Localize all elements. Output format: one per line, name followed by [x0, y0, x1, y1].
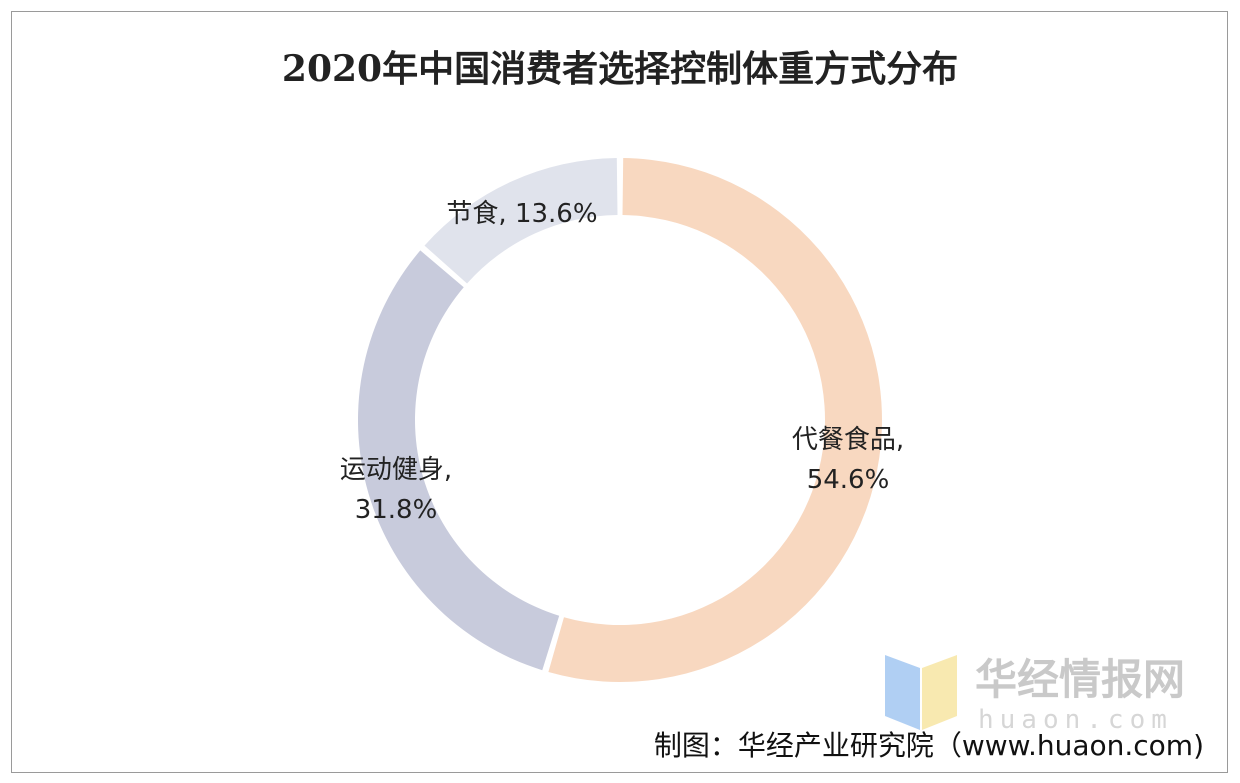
slice-2-name-label: 运动健身,	[340, 455, 452, 485]
slice-3-label: 节食, 13.6%	[446, 199, 597, 229]
slice-2-value-label: 31.8%	[355, 495, 438, 525]
slice-2	[357, 250, 560, 671]
slice-1-value-label: 54.6%	[807, 465, 890, 495]
source-note: 制图：华经产业研究院（www.huaon.com)	[653, 729, 1204, 762]
chart-title: 2020年中国消费者选择控制体重方式分布	[281, 48, 959, 90]
watermark-logo-left-icon	[885, 655, 920, 730]
slice-labels: 代餐食品, 54.6% 运动健身, 31.8% 节食, 13.6%	[340, 199, 904, 525]
watermark-url: huaon.com	[978, 705, 1173, 735]
slice-3	[424, 158, 618, 284]
watermark-name: 华经情报网	[975, 655, 1185, 704]
slice-1-name-label: 代餐食品,	[792, 425, 904, 455]
donut-slices	[357, 158, 882, 682]
watermark-logo-right-icon	[922, 655, 957, 730]
watermark: 华经情报网 huaon.com	[885, 655, 1185, 735]
slice-1	[548, 158, 882, 682]
